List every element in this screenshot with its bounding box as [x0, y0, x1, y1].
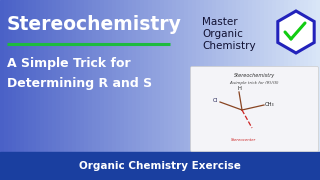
Text: Stereochemistry: Stereochemistry	[234, 73, 275, 78]
Bar	[80, 0, 84, 180]
Bar	[100, 0, 104, 180]
Bar	[20, 0, 24, 180]
Bar	[84, 0, 88, 180]
Bar	[208, 0, 212, 180]
Bar	[16, 0, 20, 180]
Bar	[284, 0, 288, 180]
Text: Determining R and S: Determining R and S	[7, 76, 152, 89]
Bar	[152, 0, 156, 180]
Bar	[204, 0, 208, 180]
Bar	[188, 0, 192, 180]
Bar	[132, 0, 136, 180]
Text: A Simple Trick for: A Simple Trick for	[7, 57, 131, 71]
Bar	[240, 0, 244, 180]
Bar	[260, 0, 264, 180]
Bar	[248, 0, 252, 180]
Text: Organic Chemistry Exercise: Organic Chemistry Exercise	[79, 161, 241, 171]
Bar	[96, 0, 100, 180]
Bar	[148, 0, 152, 180]
Bar	[172, 0, 176, 180]
Bar	[68, 0, 72, 180]
Bar	[44, 0, 48, 180]
Bar	[272, 0, 276, 180]
Bar	[196, 0, 200, 180]
Bar	[24, 0, 28, 180]
Bar	[72, 0, 76, 180]
Bar	[108, 0, 112, 180]
Bar	[280, 0, 284, 180]
Bar	[160, 0, 164, 180]
Text: CH₃: CH₃	[265, 102, 275, 107]
Bar	[0, 152, 320, 180]
Bar	[140, 0, 144, 180]
Bar	[104, 0, 108, 180]
Text: Stereocenter: Stereocenter	[231, 138, 257, 142]
Bar	[244, 0, 248, 180]
Bar	[156, 0, 160, 180]
Bar	[36, 0, 40, 180]
Bar	[224, 0, 228, 180]
Bar	[8, 0, 12, 180]
Bar	[180, 0, 184, 180]
FancyBboxPatch shape	[190, 66, 318, 152]
Bar	[308, 0, 312, 180]
Bar	[300, 0, 304, 180]
Bar	[136, 0, 140, 180]
Bar	[28, 0, 32, 180]
Bar	[184, 0, 188, 180]
Bar	[112, 0, 116, 180]
Bar	[0, 0, 4, 180]
Bar	[232, 0, 236, 180]
Text: Organic: Organic	[202, 29, 243, 39]
Bar	[228, 0, 232, 180]
Text: Stereochemistry: Stereochemistry	[7, 15, 182, 35]
Bar	[312, 0, 316, 180]
Bar	[256, 0, 260, 180]
Bar	[60, 0, 64, 180]
Bar	[288, 0, 292, 180]
Bar	[192, 0, 196, 180]
Bar	[52, 0, 56, 180]
Text: Cl: Cl	[212, 98, 218, 104]
Bar	[276, 0, 280, 180]
Bar	[128, 0, 132, 180]
Bar	[316, 0, 320, 180]
Bar	[4, 0, 8, 180]
Bar	[164, 0, 168, 180]
Bar	[64, 0, 68, 180]
Text: Master: Master	[202, 17, 238, 27]
Bar	[124, 0, 128, 180]
Bar	[12, 0, 16, 180]
Bar	[48, 0, 52, 180]
Bar	[264, 0, 268, 180]
Bar	[268, 0, 272, 180]
Bar	[88, 0, 92, 180]
Polygon shape	[278, 11, 314, 53]
Bar	[212, 0, 216, 180]
Bar	[92, 0, 96, 180]
Bar	[56, 0, 60, 180]
Bar	[116, 0, 120, 180]
Bar	[40, 0, 44, 180]
Bar	[236, 0, 240, 180]
Bar	[168, 0, 172, 180]
Text: A simple trick for (R)/(S): A simple trick for (R)/(S)	[230, 81, 279, 85]
Text: H: H	[237, 86, 241, 91]
Bar	[292, 0, 296, 180]
Bar	[252, 0, 256, 180]
Bar	[216, 0, 220, 180]
Bar	[220, 0, 224, 180]
Bar	[32, 0, 36, 180]
Bar	[144, 0, 148, 180]
Bar	[304, 0, 308, 180]
Bar	[120, 0, 124, 180]
Bar	[76, 0, 80, 180]
Bar	[176, 0, 180, 180]
Bar	[200, 0, 204, 180]
Text: Chemistry: Chemistry	[202, 41, 256, 51]
Bar	[296, 0, 300, 180]
